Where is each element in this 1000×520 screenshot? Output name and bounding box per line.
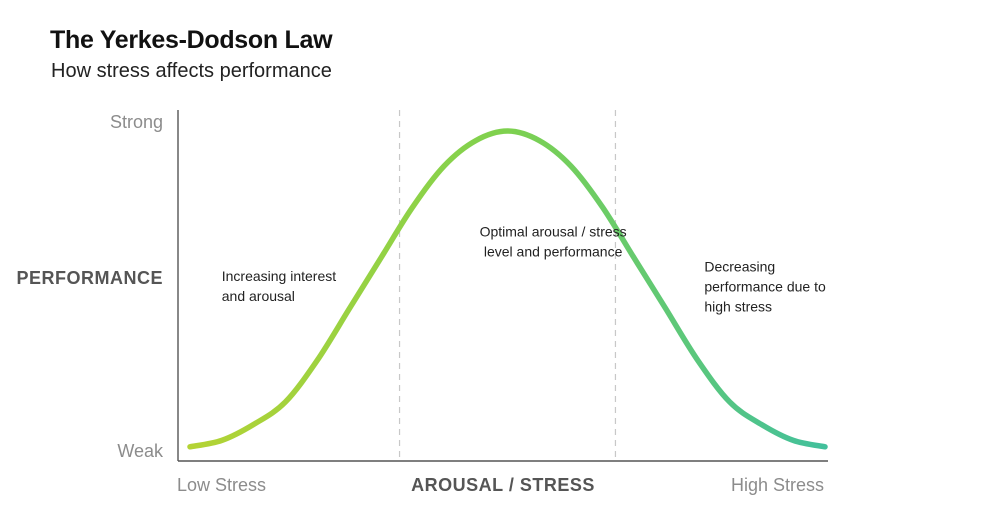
annotation-3-line-3: high stress	[704, 298, 772, 314]
annotation-2-line-1: Optimal arousal / stress	[480, 223, 627, 239]
annotation-3: Decreasing performance due to high stress	[704, 258, 826, 314]
annotation-3-line-1: Decreasing	[704, 258, 775, 274]
x-tick-label-high-stress: High Stress	[731, 475, 824, 495]
annotation-1: Increasing interest and arousal	[222, 268, 337, 304]
annotation-2-line-2: level and performance	[484, 243, 623, 259]
y-axis-title: PERFORMANCE	[16, 268, 163, 288]
y-tick-label-weak: Weak	[117, 441, 164, 461]
annotation-1-line-1: Increasing interest	[222, 268, 337, 284]
chart-subtitle: How stress affects performance	[51, 60, 332, 82]
chart-title: The Yerkes-Dodson Law	[50, 26, 333, 54]
annotation-3-line-2: performance due to	[704, 278, 826, 294]
annotation-2: Optimal arousal / stress level and perfor…	[480, 223, 627, 259]
annotation-1-line-2: and arousal	[222, 288, 295, 304]
performance-curve	[187, 128, 828, 450]
y-tick-label-strong: Strong	[110, 112, 163, 132]
x-axis-title: AROUSAL / STRESS	[411, 475, 595, 495]
x-tick-label-low-stress: Low Stress	[177, 475, 266, 495]
